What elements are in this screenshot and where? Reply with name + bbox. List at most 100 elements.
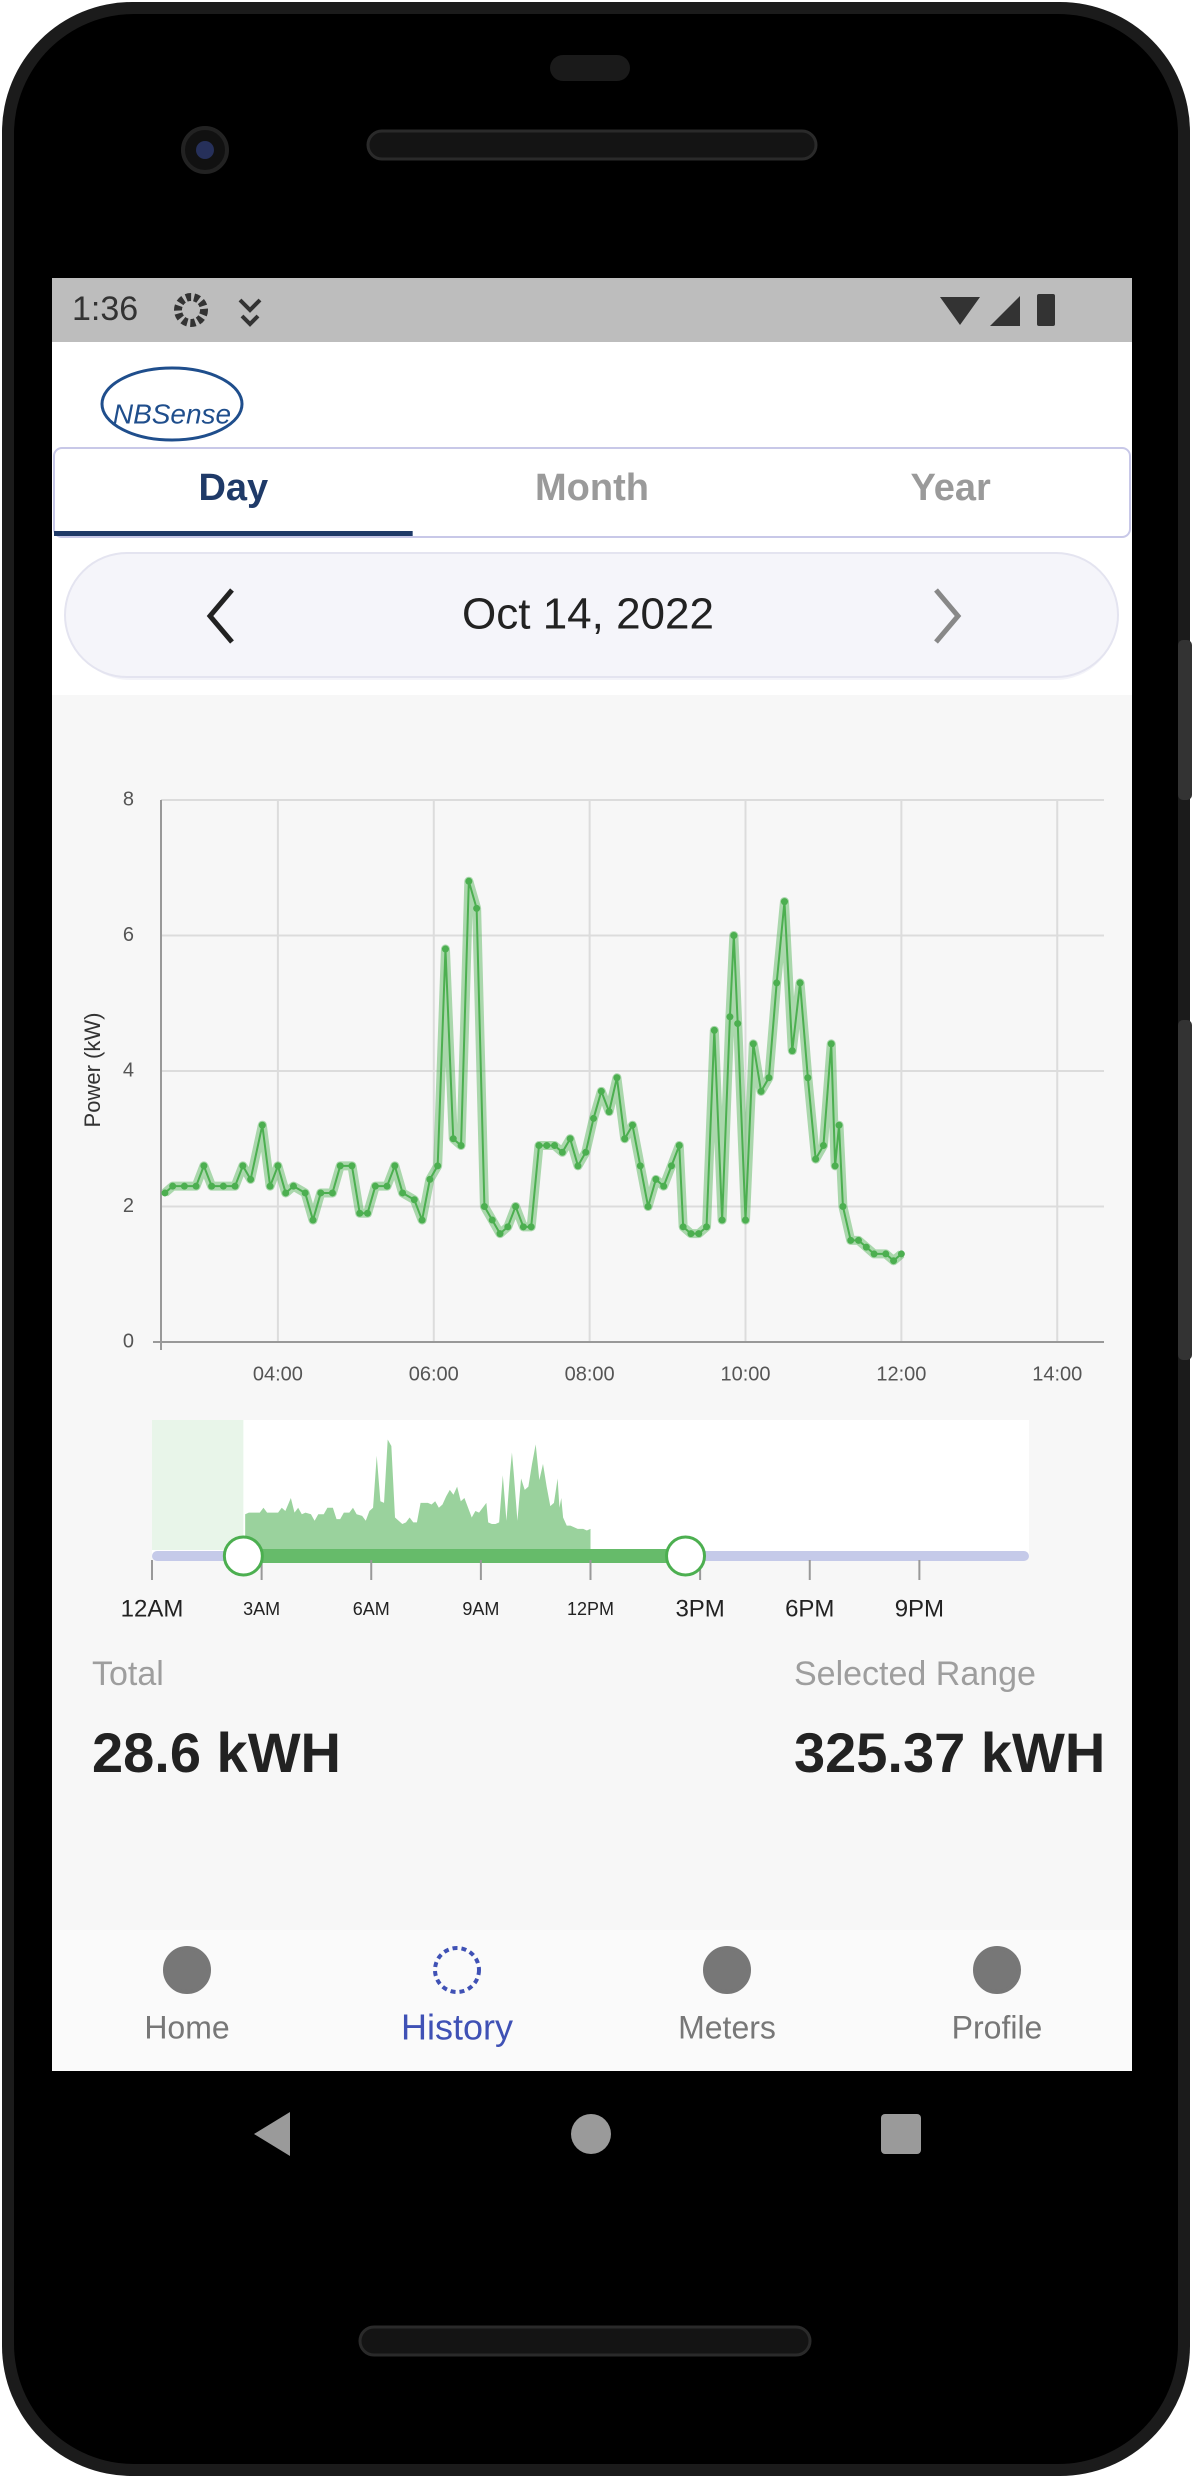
point (757, 1087, 765, 1095)
point (558, 1148, 566, 1156)
nav-icon[interactable] (163, 1946, 211, 1994)
slider-label: 9PM (895, 1595, 944, 1622)
slider-label: 6AM (353, 1599, 390, 1619)
y-axis-title: Power (kW) (80, 1013, 105, 1128)
next-date[interactable] (934, 588, 962, 644)
point (597, 1087, 605, 1095)
point (718, 1216, 726, 1224)
side-button (1178, 640, 1192, 800)
point (192, 1182, 200, 1190)
point (566, 1135, 574, 1143)
point (535, 1142, 543, 1150)
nav-recents[interactable] (881, 2114, 921, 2154)
nav-back[interactable] (254, 2112, 290, 2156)
nav-icon[interactable] (973, 1946, 1021, 1994)
nav-home[interactable] (571, 2114, 611, 2154)
point (675, 1142, 683, 1150)
point (289, 1182, 297, 1190)
point (399, 1189, 407, 1197)
point (449, 1135, 457, 1143)
sensor (550, 55, 630, 81)
point (636, 1162, 644, 1170)
point (819, 1142, 827, 1150)
slider-label: 9AM (462, 1599, 499, 1619)
overview-shade (152, 1420, 244, 1550)
point (239, 1162, 247, 1170)
status-time: 1:36 (72, 290, 138, 328)
slider-handle[interactable] (222, 1535, 264, 1577)
point (788, 1047, 796, 1055)
point (749, 1040, 757, 1048)
point (247, 1175, 255, 1183)
point (301, 1189, 309, 1197)
point (590, 1114, 598, 1122)
point (613, 1074, 621, 1082)
status-icon (238, 298, 262, 327)
date: Oct 14, 2022 (462, 590, 714, 639)
date-pill[interactable] (64, 552, 1119, 678)
slider-label: 3PM (675, 1595, 724, 1622)
x-tick-label: 04:00 (253, 1363, 303, 1385)
point (780, 898, 788, 906)
point (574, 1162, 582, 1170)
point (231, 1182, 239, 1190)
point (480, 1203, 488, 1210)
speaker (358, 2325, 812, 2357)
nav-label[interactable]: History (401, 2007, 513, 2048)
tab-label[interactable]: Year (911, 467, 992, 509)
point (882, 1250, 890, 1258)
slider-selected[interactable] (243, 1549, 686, 1563)
range-label: Selected Range (794, 1655, 1036, 1693)
nav-icon[interactable] (433, 1946, 481, 1994)
point (695, 1230, 703, 1238)
prev-date[interactable] (206, 588, 234, 644)
tab-label[interactable]: Day (198, 467, 268, 509)
nav-label[interactable]: Profile (952, 2009, 1043, 2045)
point (328, 1189, 336, 1197)
point (703, 1223, 711, 1231)
tab-label[interactable]: Month (535, 467, 649, 509)
point (488, 1216, 496, 1224)
y-tick-label: 2 (123, 1195, 134, 1217)
logo-cloud (100, 366, 244, 442)
point (710, 1026, 718, 1034)
point (391, 1162, 399, 1170)
point (504, 1223, 512, 1231)
point (827, 1040, 835, 1048)
point (543, 1142, 551, 1150)
point (219, 1182, 227, 1190)
point (371, 1182, 379, 1190)
point (364, 1209, 372, 1217)
point (890, 1257, 898, 1265)
signal-icon (990, 296, 1020, 326)
point (621, 1135, 629, 1143)
point (473, 904, 481, 912)
x-tick-label: 08:00 (565, 1363, 615, 1385)
screen-edge (52, 2071, 1132, 2072)
point (855, 1236, 863, 1244)
y-tick-label: 8 (123, 788, 134, 810)
point (410, 1196, 418, 1204)
battery-icon (1037, 294, 1055, 326)
nav-icon[interactable] (703, 1946, 751, 1994)
point (839, 1203, 847, 1210)
point (629, 1121, 636, 1129)
x-tick-label: 10:00 (720, 1363, 770, 1385)
point (660, 1182, 668, 1190)
slider-label: 12PM (567, 1599, 614, 1619)
point (652, 1175, 660, 1183)
point (644, 1203, 652, 1210)
point (348, 1162, 356, 1170)
point (734, 1020, 742, 1028)
speaker (366, 129, 818, 161)
nav-label[interactable]: Home (144, 2009, 229, 2045)
nav-label[interactable]: Meters (678, 2009, 776, 2045)
x-tick-label: 12:00 (876, 1363, 926, 1385)
point (835, 1121, 843, 1129)
slider-handle[interactable] (665, 1535, 707, 1577)
range-value: 325.37 kWH (794, 1721, 1105, 1784)
point (426, 1175, 434, 1183)
overview-area (245, 1439, 591, 1550)
